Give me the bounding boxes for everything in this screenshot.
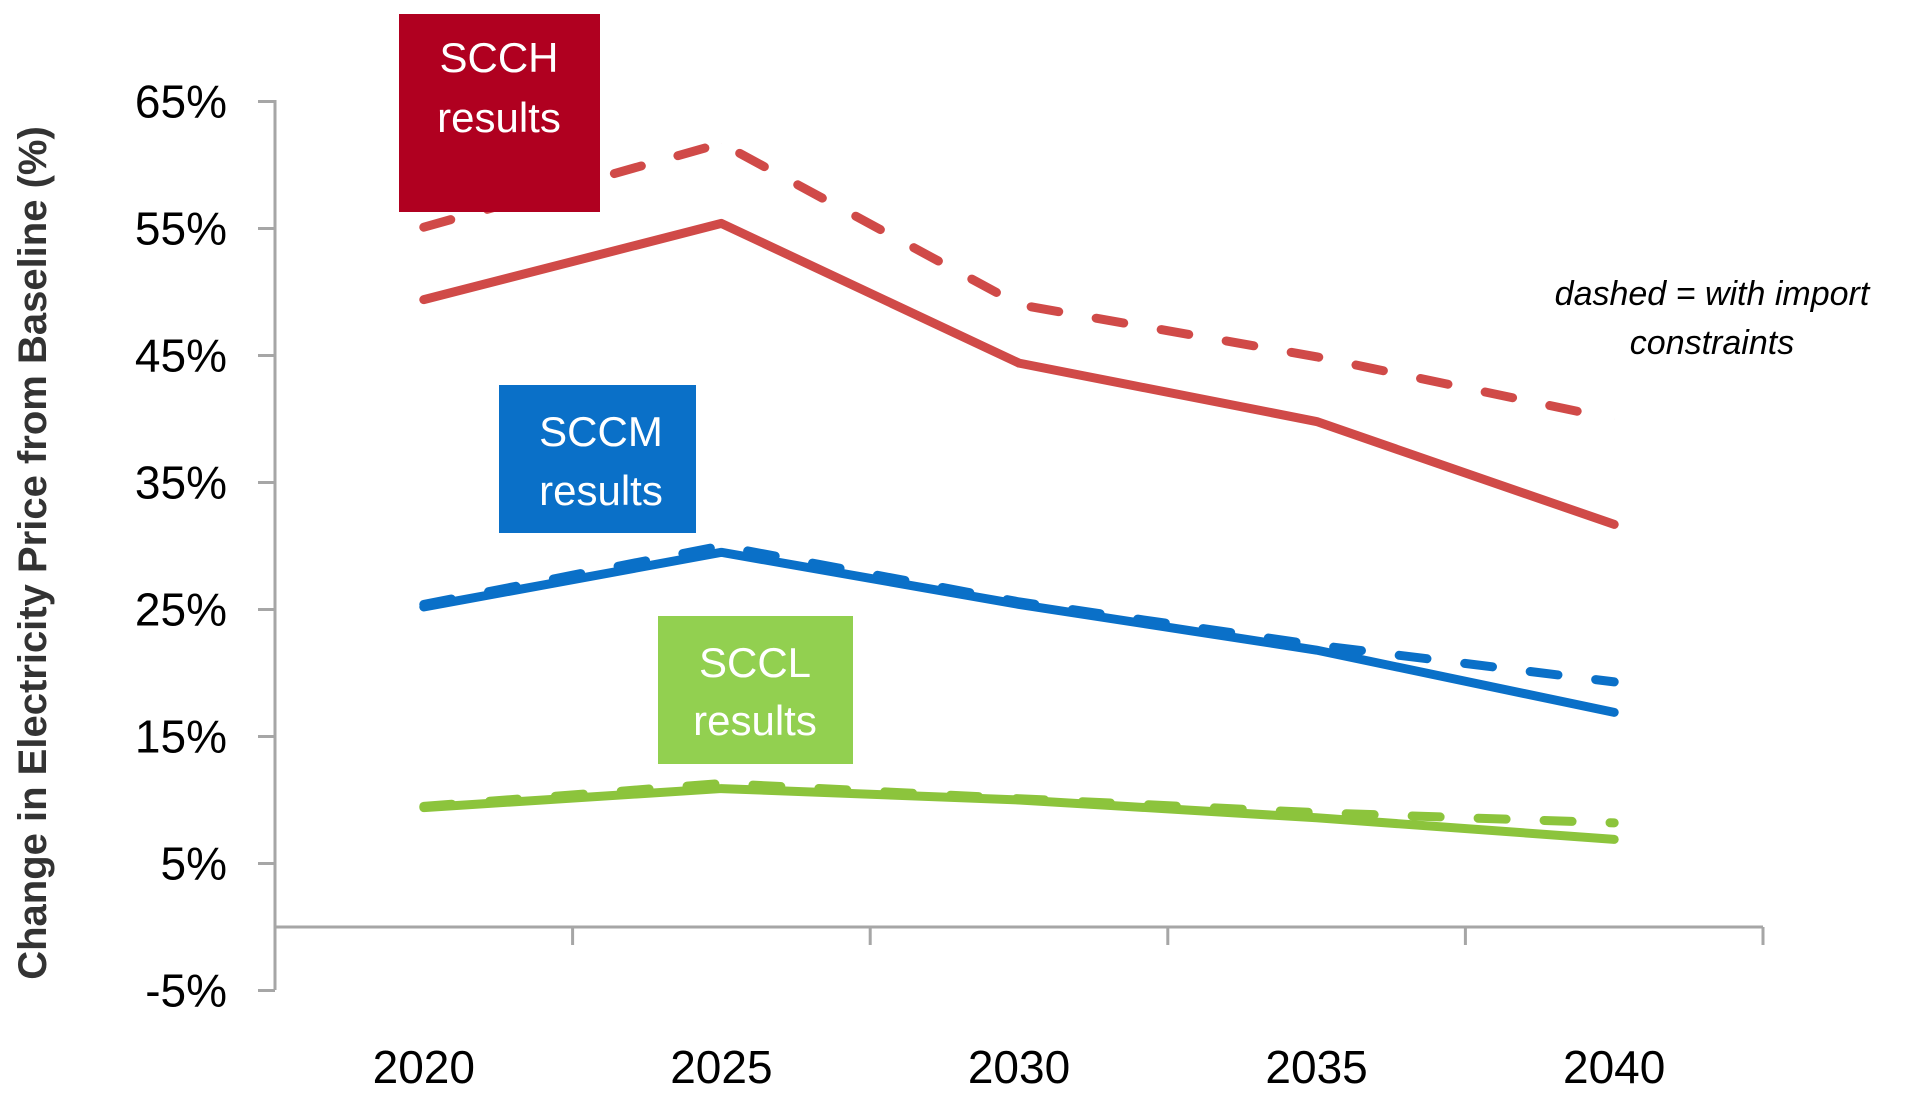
- y-tick-label: 15%: [135, 711, 227, 763]
- x-ticks: 2020 2025 2030 2035 2040: [373, 927, 1765, 1093]
- series-line-scch-with-import-constraints: [419, 138, 1619, 424]
- x-tick-label: 2025: [670, 1041, 772, 1093]
- series-line-sccm-with-import-constraints: [419, 541, 1619, 687]
- axes: [273, 100, 1763, 990]
- scch-label-line2: results: [437, 94, 561, 141]
- label-sccl: SCCL results: [658, 616, 853, 764]
- sccm-label-line1: SCCM: [539, 408, 663, 455]
- x-tick-label: 2040: [1563, 1041, 1665, 1093]
- sccm-label-line2: results: [539, 467, 663, 514]
- y-tick-label: -5%: [145, 965, 227, 1017]
- y-ticks: 65% 55% 45% 35% 25% 15% 5% -5%: [135, 76, 275, 1017]
- annotation-line1: dashed = with import: [1555, 275, 1871, 313]
- label-sccm: SCCM results: [499, 385, 696, 533]
- y-tick-label: 5%: [161, 838, 227, 890]
- label-scch: SCCH results: [399, 14, 600, 212]
- annotation-line2: constraints: [1630, 324, 1794, 362]
- series-line-sccl-with-import-constraints: [419, 778, 1619, 828]
- y-tick-label: 35%: [135, 457, 227, 509]
- scch-label-box: [399, 14, 600, 212]
- x-tick-label: 2035: [1265, 1041, 1367, 1093]
- y-tick-label: 45%: [135, 330, 227, 382]
- y-tick-label: 55%: [135, 203, 227, 255]
- series-line-sccm: [419, 547, 1619, 717]
- y-axis-title: Change in Electricity Price from Baselin…: [11, 126, 55, 980]
- sccm-label-box: [499, 385, 696, 533]
- series-group: [419, 138, 1619, 844]
- x-tick-label: 2020: [373, 1041, 475, 1093]
- scch-label-line1: SCCH: [439, 34, 558, 81]
- sccl-label-line2: results: [693, 697, 817, 744]
- y-tick-label: 65%: [135, 76, 227, 128]
- sccl-label-box: [658, 616, 853, 764]
- y-tick-label: 25%: [135, 584, 227, 636]
- x-tick-label: 2030: [968, 1041, 1070, 1093]
- sccl-label-line1: SCCL: [699, 639, 811, 686]
